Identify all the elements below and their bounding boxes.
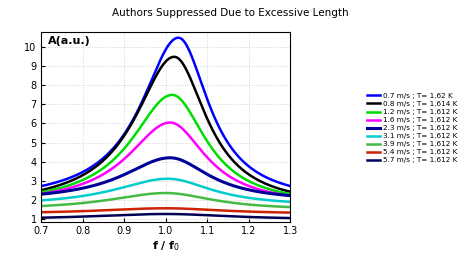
0.8 m/s ; T= 1.614 K — [39, 189, 44, 192]
1.2 m/s ; T= 1.612 K — [82, 178, 88, 181]
5.7 m/s ; T= 1.612 K — [163, 212, 169, 215]
2.3 m/s ; T= 1.612 K — [256, 190, 261, 193]
2.3 m/s ; T= 1.612 K — [283, 194, 289, 197]
5.7 m/s ; T= 1.612 K — [288, 217, 293, 220]
5.4 m/s ; T= 1.612 K — [283, 211, 289, 214]
Line: 1.6 m/s ; T= 1.612 K: 1.6 m/s ; T= 1.612 K — [41, 123, 290, 196]
5.7 m/s ; T= 1.612 K — [82, 215, 88, 218]
Line: 2.3 m/s ; T= 1.612 K: 2.3 m/s ; T= 1.612 K — [41, 158, 290, 196]
0.8 m/s ; T= 1.614 K — [171, 55, 177, 58]
1.6 m/s ; T= 1.612 K — [167, 121, 173, 124]
Line: 0.8 m/s ; T= 1.614 K: 0.8 m/s ; T= 1.614 K — [41, 57, 290, 192]
1.2 m/s ; T= 1.612 K — [169, 93, 175, 96]
3.1 m/s ; T= 1.612 K — [256, 198, 261, 201]
Text: Authors Suppressed Due to Excessive Length: Authors Suppressed Due to Excessive Leng… — [112, 8, 349, 18]
3.9 m/s ; T= 1.612 K — [163, 191, 169, 195]
Line: 5.7 m/s ; T= 1.612 K: 5.7 m/s ; T= 1.612 K — [41, 214, 290, 218]
0.8 m/s ; T= 1.614 K — [288, 190, 293, 193]
3.1 m/s ; T= 1.612 K — [165, 177, 171, 180]
2.3 m/s ; T= 1.612 K — [82, 186, 88, 189]
0.7 m/s ; T= 1.62 K — [288, 184, 293, 188]
5.7 m/s ; T= 1.612 K — [39, 216, 44, 219]
Line: 5.4 m/s ; T= 1.612 K: 5.4 m/s ; T= 1.612 K — [41, 208, 290, 213]
3.1 m/s ; T= 1.612 K — [288, 200, 293, 203]
3.1 m/s ; T= 1.612 K — [67, 196, 73, 199]
X-axis label: f / f$_0$: f / f$_0$ — [152, 239, 180, 253]
3.1 m/s ; T= 1.612 K — [82, 194, 88, 197]
5.7 m/s ; T= 1.612 K — [256, 216, 261, 219]
0.7 m/s ; T= 1.62 K — [134, 111, 140, 114]
Line: 3.1 m/s ; T= 1.612 K: 3.1 m/s ; T= 1.612 K — [41, 179, 290, 202]
3.9 m/s ; T= 1.612 K — [82, 201, 88, 205]
0.8 m/s ; T= 1.614 K — [283, 189, 289, 192]
5.4 m/s ; T= 1.612 K — [39, 211, 44, 214]
2.3 m/s ; T= 1.612 K — [288, 194, 293, 197]
1.2 m/s ; T= 1.612 K — [39, 191, 44, 194]
1.2 m/s ; T= 1.612 K — [288, 193, 293, 196]
0.7 m/s ; T= 1.62 K — [283, 183, 289, 186]
0.8 m/s ; T= 1.614 K — [256, 179, 261, 182]
0.7 m/s ; T= 1.62 K — [82, 169, 88, 172]
Text: A(a.u.): A(a.u.) — [48, 36, 90, 46]
0.7 m/s ; T= 1.62 K — [67, 176, 73, 179]
1.2 m/s ; T= 1.612 K — [145, 115, 150, 118]
1.6 m/s ; T= 1.612 K — [283, 194, 289, 197]
5.7 m/s ; T= 1.612 K — [145, 213, 150, 216]
0.7 m/s ; T= 1.62 K — [145, 87, 150, 91]
1.6 m/s ; T= 1.612 K — [288, 194, 293, 197]
5.4 m/s ; T= 1.612 K — [145, 207, 150, 210]
5.7 m/s ; T= 1.612 K — [67, 215, 73, 219]
3.1 m/s ; T= 1.612 K — [145, 179, 150, 183]
5.4 m/s ; T= 1.612 K — [134, 207, 140, 210]
0.8 m/s ; T= 1.614 K — [67, 180, 73, 183]
1.6 m/s ; T= 1.612 K — [134, 145, 140, 148]
1.2 m/s ; T= 1.612 K — [134, 131, 140, 134]
3.9 m/s ; T= 1.612 K — [288, 206, 293, 209]
Line: 3.9 m/s ; T= 1.612 K: 3.9 m/s ; T= 1.612 K — [41, 193, 290, 207]
1.6 m/s ; T= 1.612 K — [145, 134, 150, 137]
1.2 m/s ; T= 1.612 K — [283, 192, 289, 195]
Line: 1.2 m/s ; T= 1.612 K: 1.2 m/s ; T= 1.612 K — [41, 95, 290, 194]
3.1 m/s ; T= 1.612 K — [39, 199, 44, 202]
5.7 m/s ; T= 1.612 K — [283, 216, 289, 219]
5.4 m/s ; T= 1.612 K — [67, 210, 73, 213]
2.3 m/s ; T= 1.612 K — [167, 156, 173, 159]
1.2 m/s ; T= 1.612 K — [67, 183, 73, 187]
5.4 m/s ; T= 1.612 K — [288, 211, 293, 214]
5.4 m/s ; T= 1.612 K — [163, 207, 169, 210]
0.8 m/s ; T= 1.614 K — [134, 112, 140, 116]
5.4 m/s ; T= 1.612 K — [82, 210, 88, 213]
0.7 m/s ; T= 1.62 K — [176, 36, 181, 39]
5.4 m/s ; T= 1.612 K — [256, 210, 261, 214]
1.2 m/s ; T= 1.612 K — [256, 184, 261, 187]
2.3 m/s ; T= 1.612 K — [67, 189, 73, 192]
Line: 0.7 m/s ; T= 1.62 K: 0.7 m/s ; T= 1.62 K — [41, 38, 290, 186]
3.9 m/s ; T= 1.612 K — [39, 205, 44, 208]
1.6 m/s ; T= 1.612 K — [67, 186, 73, 190]
0.7 m/s ; T= 1.62 K — [39, 184, 44, 188]
Legend: 0.7 m/s ; T= 1.62 K, 0.8 m/s ; T= 1.614 K, 1.2 m/s ; T= 1.612 K, 1.6 m/s ; T= 1.: 0.7 m/s ; T= 1.62 K, 0.8 m/s ; T= 1.614 … — [367, 93, 457, 163]
0.8 m/s ; T= 1.614 K — [145, 91, 150, 94]
0.8 m/s ; T= 1.614 K — [82, 172, 88, 176]
2.3 m/s ; T= 1.612 K — [134, 167, 140, 170]
5.7 m/s ; T= 1.612 K — [134, 213, 140, 216]
3.9 m/s ; T= 1.612 K — [145, 193, 150, 196]
0.7 m/s ; T= 1.62 K — [256, 172, 261, 175]
3.9 m/s ; T= 1.612 K — [67, 203, 73, 206]
3.1 m/s ; T= 1.612 K — [134, 182, 140, 185]
2.3 m/s ; T= 1.612 K — [39, 193, 44, 196]
1.6 m/s ; T= 1.612 K — [256, 188, 261, 191]
3.9 m/s ; T= 1.612 K — [283, 205, 289, 209]
1.6 m/s ; T= 1.612 K — [39, 192, 44, 195]
2.3 m/s ; T= 1.612 K — [145, 162, 150, 165]
3.9 m/s ; T= 1.612 K — [256, 204, 261, 207]
3.9 m/s ; T= 1.612 K — [134, 194, 140, 197]
1.6 m/s ; T= 1.612 K — [82, 182, 88, 185]
3.1 m/s ; T= 1.612 K — [283, 200, 289, 203]
